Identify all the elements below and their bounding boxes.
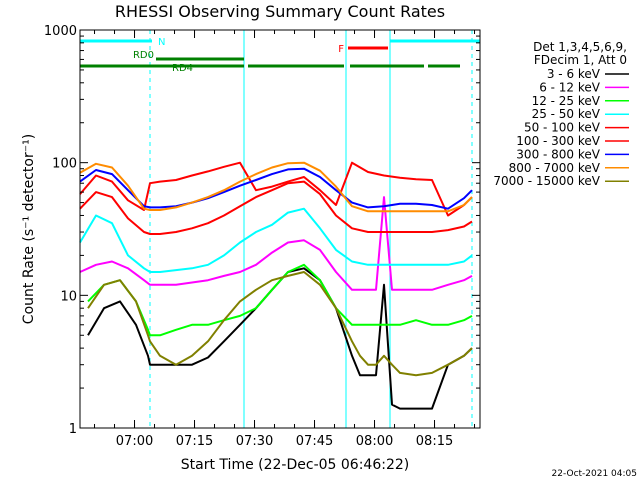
series-group bbox=[79, 161, 473, 410]
x-axis: 07:00 07:15 07:30 07:45 08:00 08:15 bbox=[94, 30, 476, 449]
series-line-1 bbox=[79, 196, 473, 291]
x-tick-label: 07:00 bbox=[116, 434, 153, 449]
legend-label: 6 - 12 keV bbox=[539, 80, 601, 94]
timestamp: 22-Oct-2021 04:05 bbox=[552, 469, 637, 479]
chart-title: RHESSI Observing Summary Count Rates bbox=[115, 2, 445, 21]
y-axis-label: Count Rate (s⁻¹ detector⁻¹) bbox=[21, 134, 37, 324]
legend-label: 12 - 25 keV bbox=[532, 94, 601, 108]
x-tick-label: 08:15 bbox=[416, 434, 453, 449]
x-tick-label: 07:30 bbox=[236, 434, 273, 449]
plot-frame bbox=[79, 29, 481, 429]
series-line-8 bbox=[87, 271, 473, 377]
series-line-5 bbox=[79, 161, 473, 217]
legend-label: 3 - 6 keV bbox=[547, 67, 601, 81]
legend-label: 800 - 7000 keV bbox=[509, 161, 601, 175]
legend-header: Det 1,3,4,5,6,9, bbox=[533, 40, 627, 54]
x-tick-label: 08:00 bbox=[356, 434, 393, 449]
y-tick-label: 100 bbox=[52, 157, 77, 172]
flag-label-rd4: RD4 bbox=[172, 63, 193, 74]
series-line-7 bbox=[79, 161, 473, 213]
x-tick-label: 07:15 bbox=[176, 434, 213, 449]
series-line-2 bbox=[87, 263, 473, 337]
legend-label: 25 - 50 keV bbox=[532, 107, 601, 121]
legend-label: 50 - 100 keV bbox=[524, 121, 601, 135]
legend-label: 7000 - 15000 keV bbox=[493, 174, 600, 188]
flag-label-rd0: RD0 bbox=[133, 50, 154, 61]
flag-label-f: F bbox=[338, 44, 344, 55]
series-line-4 bbox=[79, 180, 473, 235]
series-line-6 bbox=[79, 167, 473, 210]
y-tick-label: 1000 bbox=[44, 24, 77, 39]
y-axis: 1 10 100 1000 bbox=[44, 24, 480, 437]
flag-label-n: N bbox=[158, 37, 165, 48]
legend-label: 300 - 800 keV bbox=[516, 147, 600, 161]
y-tick-label: 1 bbox=[69, 422, 77, 437]
y-tick-label: 10 bbox=[60, 289, 77, 304]
legend: Det 1,3,4,5,6,9,FDecim 1, Att 03 - 6 keV… bbox=[493, 40, 629, 188]
flag-bars: N RD0 F RD4 bbox=[80, 37, 480, 74]
series-line-0 bbox=[87, 267, 473, 410]
legend-label: 100 - 300 keV bbox=[516, 134, 600, 148]
series-line-3 bbox=[79, 207, 473, 273]
vertical-markers bbox=[79, 30, 473, 428]
legend-header: FDecim 1, Att 0 bbox=[534, 53, 627, 67]
x-tick-label: 07:45 bbox=[296, 434, 333, 449]
x-axis-label: Start Time (22-Dec-05 06:46:22) bbox=[181, 457, 409, 473]
